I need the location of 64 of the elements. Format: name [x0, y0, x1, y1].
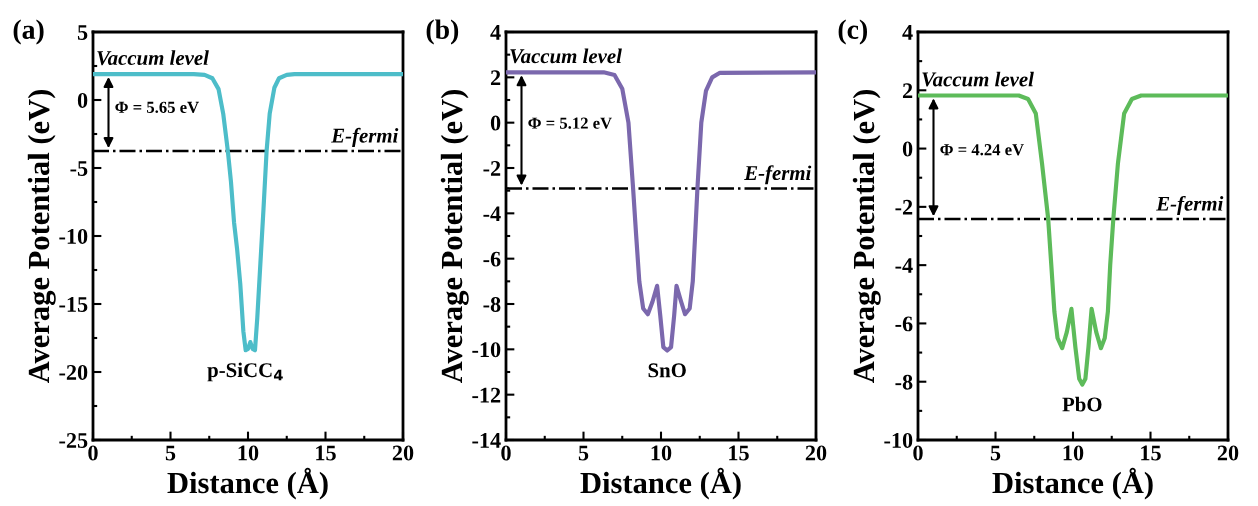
x-tick-label: 0 — [501, 445, 511, 461]
chart-title: (b) — [426, 19, 459, 45]
x-tick-label: 10 — [651, 445, 672, 461]
annotation: Vaccum level — [922, 71, 1034, 87]
x-axis-title: Distance (Å) — [580, 467, 741, 500]
y-tick-label: -2 — [483, 160, 501, 176]
ref-line-label: E-fermi — [331, 127, 399, 147]
x-tick-label: 5 — [990, 445, 1001, 461]
ref-line-label: E-fermi — [1156, 195, 1224, 216]
x-tick-label: 10 — [238, 445, 259, 461]
y-tick-label: 0 — [902, 141, 913, 157]
y-tick-label: -8 — [895, 374, 913, 390]
y-axis-title: Average Potential (eV) — [440, 90, 469, 384]
x-tick-label: 15 — [729, 445, 749, 461]
line-series — [93, 72, 403, 353]
annotation: PbO — [1062, 396, 1102, 412]
x-tick-label: 20 — [392, 445, 414, 461]
x-tick-label: 5 — [165, 445, 176, 461]
x-tick-label: 10 — [1063, 445, 1084, 461]
y-tick-label: -5 — [70, 161, 88, 176]
y-tick-label: -20 — [59, 364, 88, 380]
y-tick-label: -8 — [483, 296, 501, 312]
annotation: Φ = 4.24 eV — [940, 144, 1024, 156]
ref-line-label: E-fermi — [744, 165, 812, 185]
y-tick-label: 0 — [77, 92, 88, 108]
annotation: p-SiCC$_{4}$ — [207, 362, 283, 382]
x-tick-label: 5 — [578, 445, 589, 461]
x-axis-title: Distance (Å) — [992, 467, 1153, 500]
y-tick-label: -12 — [472, 387, 501, 403]
y-tick-label: 4 — [490, 25, 501, 40]
y-tick-label: -4 — [895, 258, 913, 273]
y-tick-label: -10 — [59, 228, 88, 244]
y-tick-label: -6 — [895, 316, 913, 332]
chart-title: (a) — [13, 19, 44, 45]
y-tick-label: 2 — [902, 83, 913, 98]
y-tick-label: 0 — [490, 115, 501, 131]
y-tick-label: -6 — [483, 251, 501, 267]
x-tick-label: 0 — [913, 445, 923, 461]
x-tick-label: 20 — [1217, 445, 1239, 461]
annotation: Φ = 5.12 eV — [528, 117, 612, 129]
y-axis-title: Average Potential (eV) — [27, 90, 56, 384]
x-tick-label: 15 — [1141, 445, 1161, 461]
y-tick-label: 4 — [902, 25, 913, 40]
line-series — [918, 93, 1228, 387]
x-tick-label: 15 — [316, 445, 336, 461]
y-tick-label: -10 — [472, 342, 501, 358]
annotation: SnO — [648, 363, 686, 378]
y-tick-label: -14 — [472, 433, 501, 448]
y-tick-label: -15 — [59, 297, 88, 312]
x-axis-title: Distance (Å) — [167, 467, 328, 500]
y-tick-label: -2 — [895, 199, 913, 215]
chart-title: (c) — [838, 19, 868, 45]
y-tick-label: 5 — [77, 25, 88, 40]
annotation: Vaccum level — [510, 48, 622, 64]
x-tick-label: 20 — [805, 445, 827, 461]
line-series — [506, 70, 816, 353]
y-tick-label: -10 — [884, 432, 913, 448]
y-tick-label: 2 — [490, 70, 501, 86]
y-tick-label: -4 — [483, 206, 501, 222]
x-tick-label: 0 — [88, 445, 98, 461]
annotation: Φ = 5.65 eV — [115, 101, 199, 113]
y-tick-label: -25 — [59, 432, 88, 448]
y-axis-title: Average Potential (eV) — [852, 90, 881, 384]
annotation: Vaccum level — [97, 50, 209, 66]
